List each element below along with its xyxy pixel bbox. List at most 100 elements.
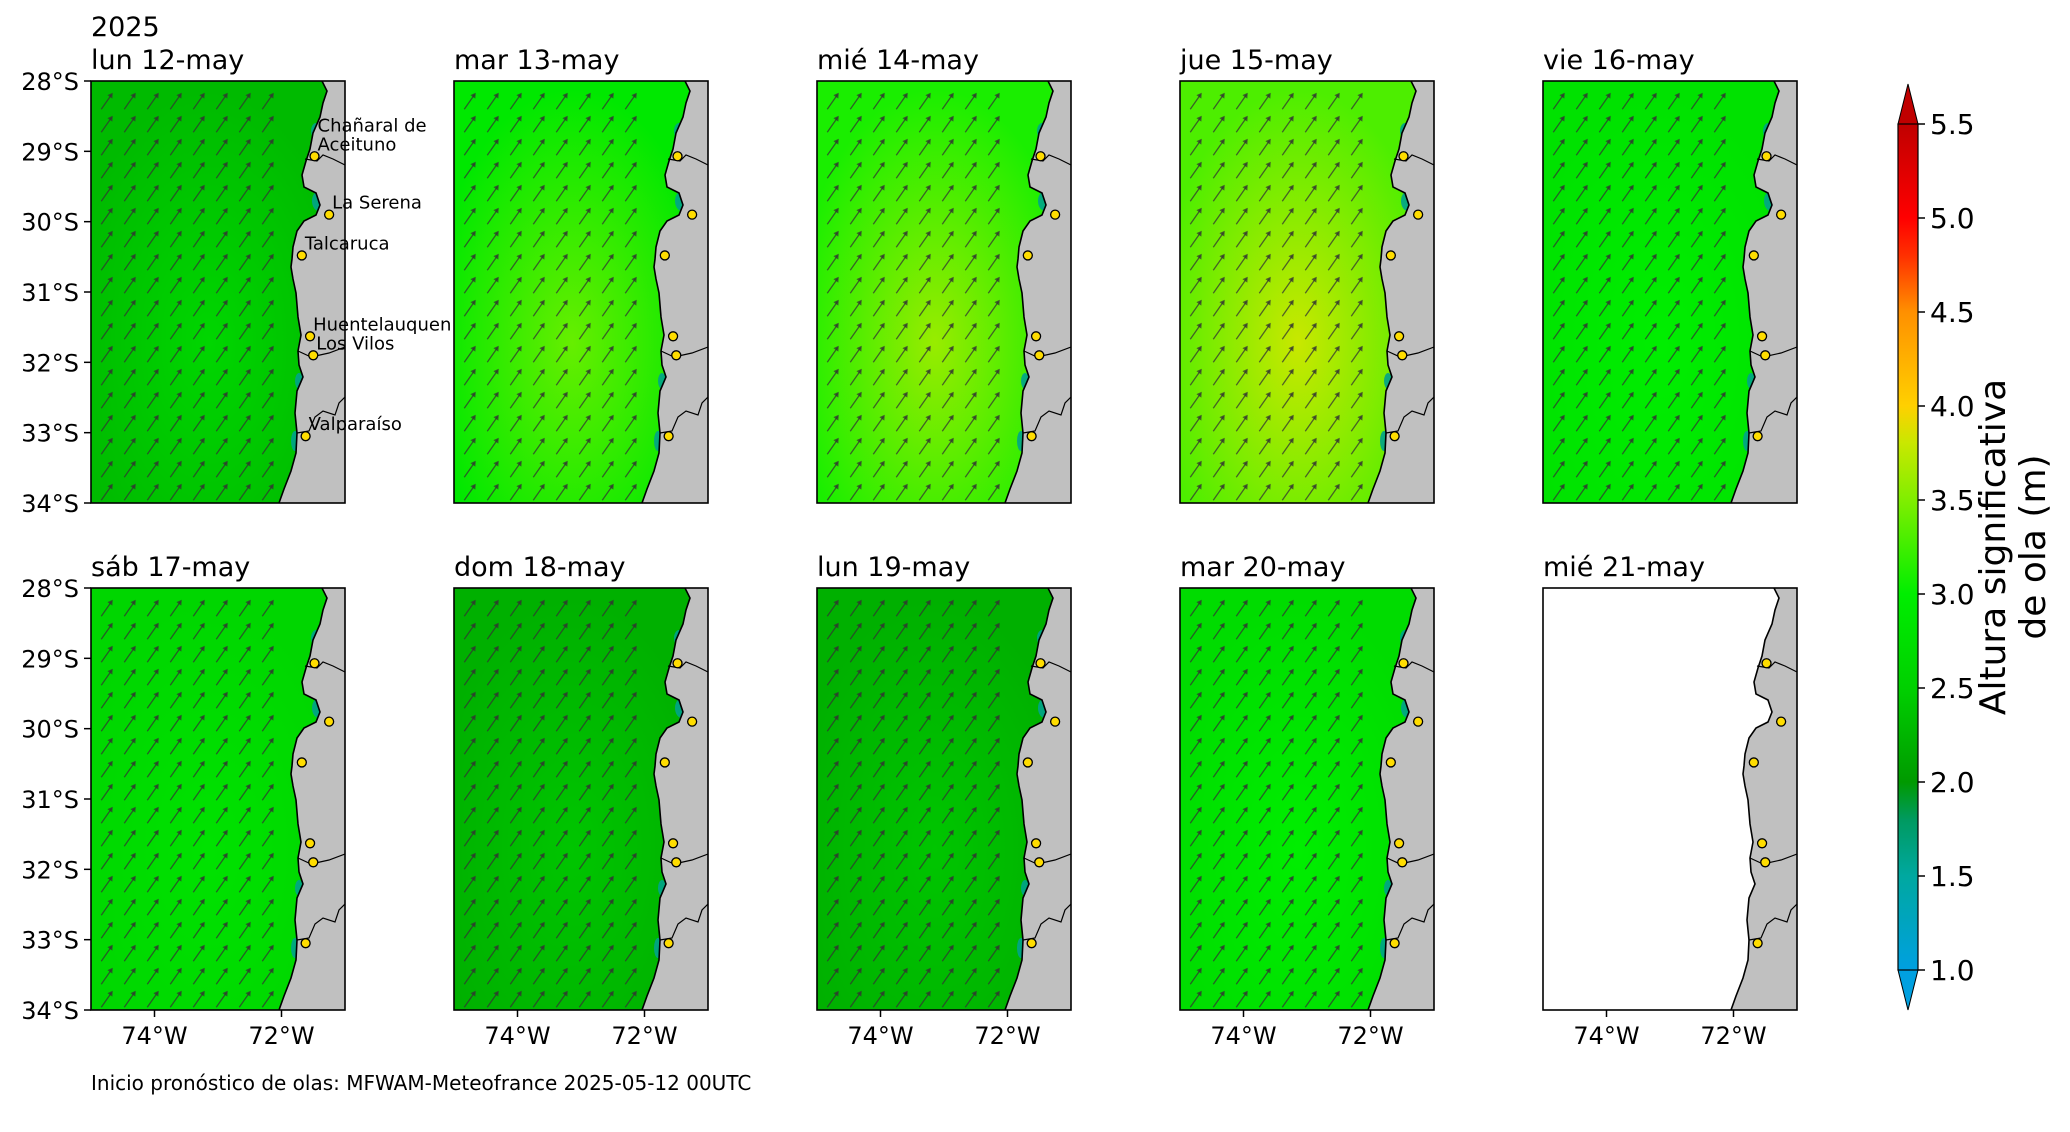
wave-arrow	[578, 391, 591, 409]
wave-arrow	[1189, 760, 1202, 778]
wave-arrow	[1621, 230, 1634, 248]
wave-arrow	[1598, 368, 1611, 386]
wave-arrow	[1212, 207, 1225, 225]
wave-arrow	[1235, 875, 1248, 893]
wave-arrow	[123, 691, 136, 709]
wave-arrow	[826, 599, 839, 617]
wave-arrow	[532, 253, 545, 271]
wave-direction-arrows	[826, 599, 1000, 1008]
wave-arrow	[463, 460, 476, 478]
wave-arrow	[987, 875, 1000, 893]
wave-arrow	[532, 92, 545, 110]
wave-arrow	[941, 345, 954, 363]
wave-arrow	[987, 161, 1000, 179]
wave-arrow	[578, 299, 591, 317]
colorbar-extend-min	[1897, 969, 1919, 1011]
wave-arrow	[1667, 276, 1680, 294]
wave-arrow	[509, 898, 522, 916]
wave-arrow	[1235, 322, 1248, 340]
colorbar-gradient	[1898, 124, 1918, 970]
location-marker	[1049, 716, 1061, 727]
wave-arrow	[1552, 322, 1565, 340]
wave-arrow	[987, 783, 1000, 801]
wave-arrow	[849, 230, 862, 248]
wave-arrow	[463, 368, 476, 386]
wave-arrow	[1327, 460, 1340, 478]
wave-arrow	[123, 299, 136, 317]
wave-arrow	[1621, 322, 1634, 340]
wave-arrow	[463, 138, 476, 156]
wave-arrow	[532, 299, 545, 317]
wave-arrow	[849, 299, 862, 317]
wave-arrow	[964, 737, 977, 755]
wave-arrow	[1281, 898, 1294, 916]
wave-arrow	[1212, 898, 1225, 916]
location-marker	[1752, 938, 1763, 949]
coastline	[1004, 81, 1054, 503]
wave-arrow	[169, 368, 182, 386]
wave-arrow	[146, 437, 159, 455]
wave-arrow	[624, 115, 637, 133]
wave-arrow	[872, 437, 885, 455]
wave-arrow	[532, 322, 545, 340]
wave-arrow	[100, 207, 113, 225]
wave-arrow	[918, 668, 931, 686]
wave-arrow	[578, 599, 591, 617]
wave-arrow	[1327, 437, 1340, 455]
wave-arrow	[624, 368, 637, 386]
wave-arrow	[169, 622, 182, 640]
wave-arrow	[987, 253, 1000, 271]
wave-arrow	[1235, 806, 1248, 824]
wave-arrow	[192, 921, 205, 939]
wave-arrow	[192, 645, 205, 663]
wave-arrow	[509, 138, 522, 156]
wave-arrow	[1212, 230, 1225, 248]
wave-arrow	[941, 806, 954, 824]
wave-arrow	[1575, 276, 1588, 294]
wave-arrow	[1235, 460, 1248, 478]
wave-arrow	[1212, 414, 1225, 432]
wave-arrow	[509, 391, 522, 409]
ocean-no-data	[1543, 588, 1779, 1010]
wave-arrow	[146, 345, 159, 363]
wave-arrow	[1350, 437, 1363, 455]
wave-arrow	[578, 322, 591, 340]
wave-arrow	[1598, 253, 1611, 271]
wave-arrow	[192, 829, 205, 847]
wave-arrow	[1304, 852, 1317, 870]
wave-arrow	[1258, 760, 1271, 778]
wave-arrow	[100, 944, 113, 962]
wave-arrow	[578, 967, 591, 985]
location-marker	[659, 757, 670, 768]
location-marker	[671, 350, 682, 361]
lon-tick-label: 74°W	[847, 1022, 913, 1050]
wave-arrow	[1690, 230, 1703, 248]
wave-arrow	[1189, 852, 1202, 870]
lat-tick-label: 32°S	[21, 349, 79, 377]
wave-arrow	[123, 875, 136, 893]
wave-arrow	[100, 115, 113, 133]
colorbar-tick-label: 5.0	[1930, 202, 1975, 235]
wave-arrow	[215, 668, 228, 686]
wave-arrow	[463, 737, 476, 755]
wave-arrow	[509, 760, 522, 778]
panel-title: mar 20-may	[1180, 552, 1345, 583]
wave-arrow	[1189, 345, 1202, 363]
wave-arrow	[826, 207, 839, 225]
wave-arrow	[849, 599, 862, 617]
wave-arrow	[624, 391, 637, 409]
wave-arrow	[555, 760, 568, 778]
wave-arrow	[601, 806, 614, 824]
wave-arrow	[169, 161, 182, 179]
wave-arrow	[123, 783, 136, 801]
map-frame	[453, 80, 709, 504]
wave-arrow	[1350, 783, 1363, 801]
wave-arrow	[1350, 322, 1363, 340]
wave-arrow	[509, 299, 522, 317]
wave-arrow	[918, 645, 931, 663]
wave-arrow	[1189, 806, 1202, 824]
wave-direction-arrows	[826, 92, 1000, 501]
wave-arrow	[624, 691, 637, 709]
wave-arrow	[918, 161, 931, 179]
wave-arrow	[987, 368, 1000, 386]
